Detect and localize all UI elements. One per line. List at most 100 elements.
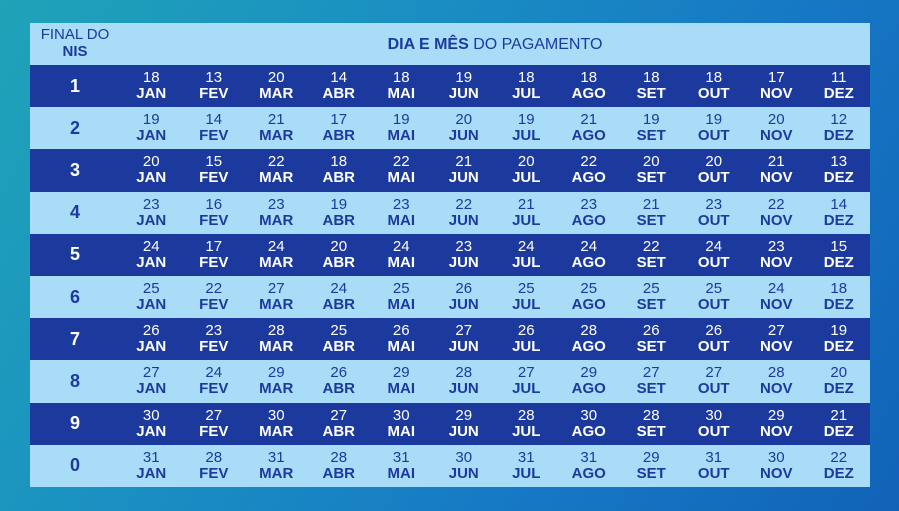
payment-month: ABR	[322, 338, 356, 356]
payment-date-cell: 30 AGO	[558, 403, 621, 445]
payment-month: JUN	[448, 296, 479, 314]
payment-day: 20	[142, 153, 160, 171]
payment-day: 24	[705, 237, 723, 255]
payment-day: 18	[517, 69, 535, 87]
payment-month: FEV	[199, 296, 229, 314]
payment-date-cell: 28 MAR	[245, 318, 308, 360]
payment-day: 31	[705, 448, 723, 466]
payment-calendar-table: FINAL DO NIS DIA E MÊS DO PAGAMENTO 1 18 J…	[30, 23, 870, 487]
nis-header-line1: FINAL DO	[40, 26, 110, 43]
payment-month: JUL	[512, 296, 541, 314]
payment-day: 18	[642, 69, 660, 87]
payment-date-cell: 26 OUT	[683, 318, 746, 360]
payment-day: 22	[205, 280, 223, 298]
payment-month: SET	[636, 127, 666, 145]
payment-month: ABR	[322, 169, 356, 187]
payment-day: 29	[267, 364, 285, 382]
payment-day: 28	[642, 406, 660, 424]
date-cells: 25 JAN 22 FEV 27 MAR 24 ABR 25 MAI 26 JUN 25 JUL 25 AGO…	[120, 276, 870, 318]
payment-day: 27	[705, 364, 723, 382]
payment-date-cell: 18 SET	[620, 65, 683, 107]
table-row: 7 26 JAN 23 FEV 28 MAR 25 ABR 26 MAI 27 JUN 26 JUL 28 AG…	[30, 318, 870, 361]
payment-day: 20	[330, 237, 348, 255]
payment-day: 15	[205, 153, 223, 171]
payment-date-cell: 27 JAN	[120, 360, 183, 402]
nis-digit: 7	[69, 328, 80, 349]
payment-day: 18	[705, 69, 723, 87]
payment-month: JUL	[512, 127, 541, 145]
table-row: 1 18 JAN 13 FEV 20 MAR 14 ABR 18 MAI 19 JUN 18 JUL 18 AG…	[30, 65, 870, 108]
payment-day: 22	[580, 153, 598, 171]
payment-date-cell: 17 ABR	[308, 107, 371, 149]
nis-digit: 2	[69, 117, 80, 138]
payment-month: MAI	[387, 127, 416, 145]
payment-month: AGO	[571, 338, 606, 356]
payment-month: MAR	[259, 464, 294, 482]
payment-date-cell: 20 OUT	[683, 149, 746, 191]
table-row: 5 24 JAN 17 FEV 24 MAR 20 ABR 24 MAI 23 JUN 24 JUL 24 AG…	[30, 233, 870, 276]
payment-month: JUN	[448, 380, 479, 398]
payment-month: SET	[636, 464, 666, 482]
payment-day: 26	[142, 322, 160, 340]
payment-month: JUL	[512, 211, 541, 229]
payment-month: NOV	[759, 422, 793, 440]
payment-month: DEZ	[823, 296, 854, 314]
payment-day: 31	[517, 448, 535, 466]
payment-month: JAN	[136, 169, 167, 187]
payment-month: DEZ	[823, 85, 854, 103]
payment-date-cell: 23 JAN	[120, 192, 183, 234]
payment-day: 25	[580, 280, 598, 298]
payment-date-cell: 24 OUT	[683, 234, 746, 276]
payment-day: 24	[267, 237, 285, 255]
payment-date-cell: 21 NOV	[745, 149, 808, 191]
payment-month: JUL	[512, 169, 541, 187]
payment-date-cell: 29 AGO	[558, 360, 621, 402]
payment-day: 19	[705, 111, 723, 129]
payment-day: 27	[455, 322, 473, 340]
payment-date-cell: 24 JAN	[120, 234, 183, 276]
payment-day: 22	[830, 448, 848, 466]
payment-day: 28	[767, 364, 785, 382]
payment-month: ABR	[322, 211, 356, 229]
date-cells: 24 JAN 17 FEV 24 MAR 20 ABR 24 MAI 23 JUN 24 JUL 24 AGO…	[120, 234, 870, 276]
table-row: 0 31 JAN 28 FEV 31 MAR 28 ABR 31 MAI 30 JUN 31 JUL 31 AG…	[30, 444, 870, 487]
payment-day: 18	[830, 280, 848, 298]
nis-digit: 5	[69, 244, 80, 265]
payment-date-cell: 20 ABR	[308, 234, 371, 276]
payment-day: 24	[205, 364, 223, 382]
nis-column-header: FINAL DO NIS	[30, 26, 120, 60]
payment-date-cell: 28 ABR	[308, 445, 371, 487]
date-cells: 27 JAN 24 FEV 29 MAR 26 ABR 29 MAI 28 JUN 27 JUL 29 AGO…	[120, 360, 870, 402]
payment-date-cell: 14 FEV	[183, 107, 246, 149]
payment-day: 23	[142, 195, 160, 213]
payment-date-cell: 27 OUT	[683, 360, 746, 402]
payment-month: JUN	[448, 422, 479, 440]
payment-day: 19	[330, 195, 348, 213]
payment-day: 26	[455, 280, 473, 298]
payment-month: ABR	[322, 85, 356, 103]
nis-digit: 0	[69, 455, 80, 476]
payment-day: 26	[705, 322, 723, 340]
payment-date-header: DIA E MÊS DO PAGAMENTO	[120, 35, 870, 55]
payment-month: DEZ	[823, 422, 854, 440]
payment-day: 30	[580, 406, 598, 424]
payment-date-cell: 24 MAI	[370, 234, 433, 276]
payment-date-cell: 26 MAI	[370, 318, 433, 360]
payment-date-cell: 21 JUN	[433, 149, 496, 191]
payment-date-cell: 21 DEZ	[808, 403, 871, 445]
payment-month: MAR	[259, 380, 294, 398]
payment-day: 28	[267, 322, 285, 340]
payment-day: 29	[642, 448, 660, 466]
payment-day: 17	[330, 111, 348, 129]
payment-month: NOV	[759, 296, 793, 314]
payment-day: 26	[330, 364, 348, 382]
payment-date-cell: 31 AGO	[558, 445, 621, 487]
payment-date-cell: 27 ABR	[308, 403, 371, 445]
payment-day: 25	[517, 280, 535, 298]
payment-day: 24	[392, 237, 410, 255]
payment-date-cell: 19 JUL	[495, 107, 558, 149]
payment-day: 29	[767, 406, 785, 424]
payment-month: AGO	[571, 380, 606, 398]
payment-date-cell: 18 JUL	[495, 65, 558, 107]
payment-date-cell: 15 FEV	[183, 149, 246, 191]
